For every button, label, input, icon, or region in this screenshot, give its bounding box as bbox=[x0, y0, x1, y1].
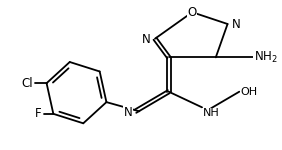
Text: N: N bbox=[124, 106, 133, 119]
Text: NH: NH bbox=[203, 108, 220, 118]
Text: OH: OH bbox=[240, 87, 257, 97]
Text: N: N bbox=[142, 33, 151, 46]
Text: O: O bbox=[188, 6, 197, 19]
Text: F: F bbox=[35, 107, 41, 120]
Text: N: N bbox=[232, 18, 240, 32]
Text: NH$_2$: NH$_2$ bbox=[254, 50, 278, 65]
Text: Cl: Cl bbox=[21, 77, 33, 90]
